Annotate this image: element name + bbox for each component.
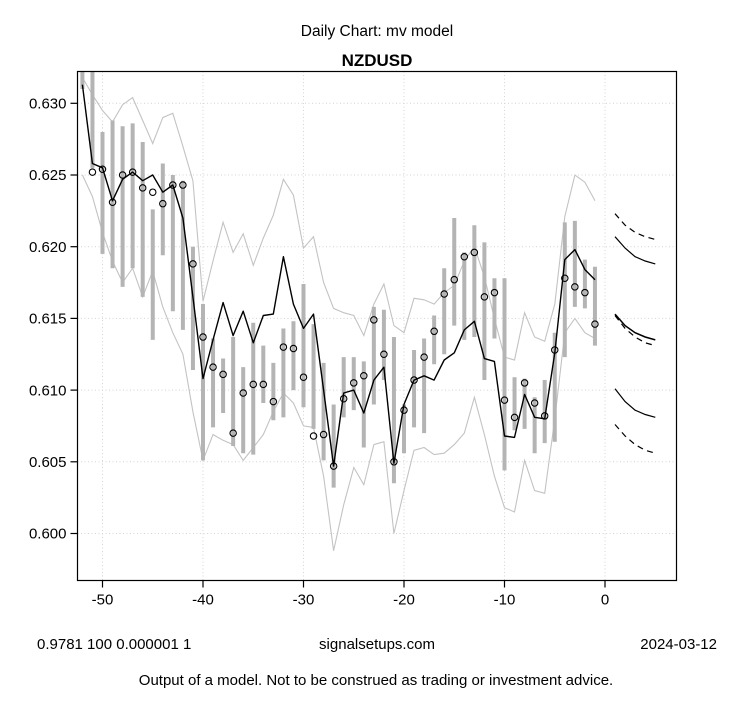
price-dot bbox=[370, 316, 378, 324]
forecast-lower-solid bbox=[614, 388, 656, 418]
price-dot bbox=[149, 188, 157, 196]
price-dot bbox=[219, 370, 227, 379]
price-dot bbox=[108, 198, 117, 206]
price-dot bbox=[98, 165, 107, 174]
plot-data-layer bbox=[80, 71, 656, 551]
price-dot bbox=[319, 430, 328, 439]
y-axis-label: 0.615 bbox=[29, 311, 67, 328]
price-dot bbox=[470, 248, 479, 257]
y-axis-label: 0.625 bbox=[29, 167, 67, 184]
disclaimer-text: Output of a model. Not to be construed a… bbox=[139, 672, 613, 689]
price-dot bbox=[581, 288, 589, 297]
price-dot bbox=[520, 379, 529, 387]
price-dot bbox=[239, 389, 247, 397]
y-axis-label: 0.605 bbox=[29, 454, 67, 471]
price-dot bbox=[279, 343, 288, 351]
price-dot bbox=[480, 293, 489, 301]
price-dot bbox=[259, 380, 268, 389]
price-dot bbox=[179, 181, 187, 189]
forecast-upper-solid bbox=[614, 236, 656, 265]
x-axis-label: -30 bbox=[293, 592, 315, 609]
price-dot bbox=[189, 260, 197, 268]
forecast-lower-dashed bbox=[614, 424, 656, 454]
forecast-fan bbox=[614, 213, 656, 454]
y-axis-label: 0.630 bbox=[29, 96, 67, 113]
price-dot bbox=[561, 274, 569, 282]
price-dot bbox=[540, 412, 549, 420]
range-bars bbox=[80, 71, 597, 488]
gridlines bbox=[77, 71, 677, 581]
price-dot bbox=[571, 283, 579, 291]
x-axis-label: -40 bbox=[192, 592, 214, 609]
price-dot bbox=[510, 413, 519, 422]
footnote-date: 2024-03-12 bbox=[640, 636, 717, 653]
x-axis-label: -20 bbox=[393, 592, 415, 609]
price-dot bbox=[380, 350, 388, 358]
price-dot bbox=[500, 396, 509, 404]
y-axis-label: 0.600 bbox=[29, 526, 67, 543]
price-dot bbox=[400, 406, 408, 414]
price-dot bbox=[209, 363, 217, 371]
y-axis-label: 0.610 bbox=[29, 382, 67, 399]
chart-title: Daily Chart: mv model bbox=[301, 23, 453, 40]
price-dot bbox=[138, 184, 147, 192]
forecast-mid-solid bbox=[614, 313, 656, 341]
price-dot bbox=[430, 327, 438, 336]
price-dot bbox=[450, 275, 458, 284]
price-dot bbox=[159, 199, 167, 208]
price-dot bbox=[460, 252, 469, 261]
model-polyline bbox=[81, 84, 596, 467]
price-dot bbox=[490, 288, 499, 297]
price-dot bbox=[88, 168, 97, 176]
price-dot bbox=[420, 353, 428, 361]
price-dot bbox=[339, 394, 348, 403]
x-axis-label: 0 bbox=[601, 592, 609, 609]
plot-frame bbox=[76, 70, 678, 582]
price-dot bbox=[289, 344, 298, 353]
axis-ticks-and-labels: 0.600 0.605 0.610 0.615 0.620 0.625 0.630 -50 -4… bbox=[29, 96, 609, 609]
x-axis-label: -50 bbox=[92, 592, 114, 609]
price-dot bbox=[390, 458, 398, 466]
y-axis-label: 0.620 bbox=[29, 239, 67, 256]
price-dot bbox=[360, 372, 368, 380]
forecast-upper-dashed bbox=[614, 213, 656, 241]
price-dot bbox=[199, 333, 207, 341]
price-dot bbox=[410, 376, 418, 384]
chart-symbol: NZDUSD bbox=[342, 51, 413, 70]
price-dot bbox=[128, 168, 137, 176]
price-dot bbox=[118, 171, 127, 179]
price-dot bbox=[440, 290, 448, 298]
footnote-model-params: 0.9781 100 0.000001 1 bbox=[37, 636, 191, 653]
plot-border bbox=[76, 70, 678, 582]
lower-envelope-line bbox=[81, 174, 596, 551]
price-dot bbox=[269, 397, 278, 406]
price-dot bbox=[329, 462, 338, 470]
price-dot bbox=[249, 380, 258, 389]
footnote-site: signalsetups.com bbox=[319, 636, 435, 653]
price-dot bbox=[309, 432, 318, 440]
price-dot bbox=[229, 429, 237, 437]
price-dot bbox=[169, 181, 177, 189]
price-dot bbox=[530, 399, 539, 407]
price-dot bbox=[299, 373, 308, 381]
price-dot bbox=[349, 379, 358, 387]
envelope-lines bbox=[81, 77, 596, 551]
upper-envelope-line bbox=[81, 77, 596, 361]
price-dots bbox=[88, 165, 599, 470]
x-axis-label: -10 bbox=[494, 592, 516, 609]
forecast-mid-dashed bbox=[614, 315, 656, 347]
price-dot bbox=[550, 346, 559, 354]
price-dot bbox=[591, 320, 599, 328]
model-line bbox=[81, 84, 596, 467]
